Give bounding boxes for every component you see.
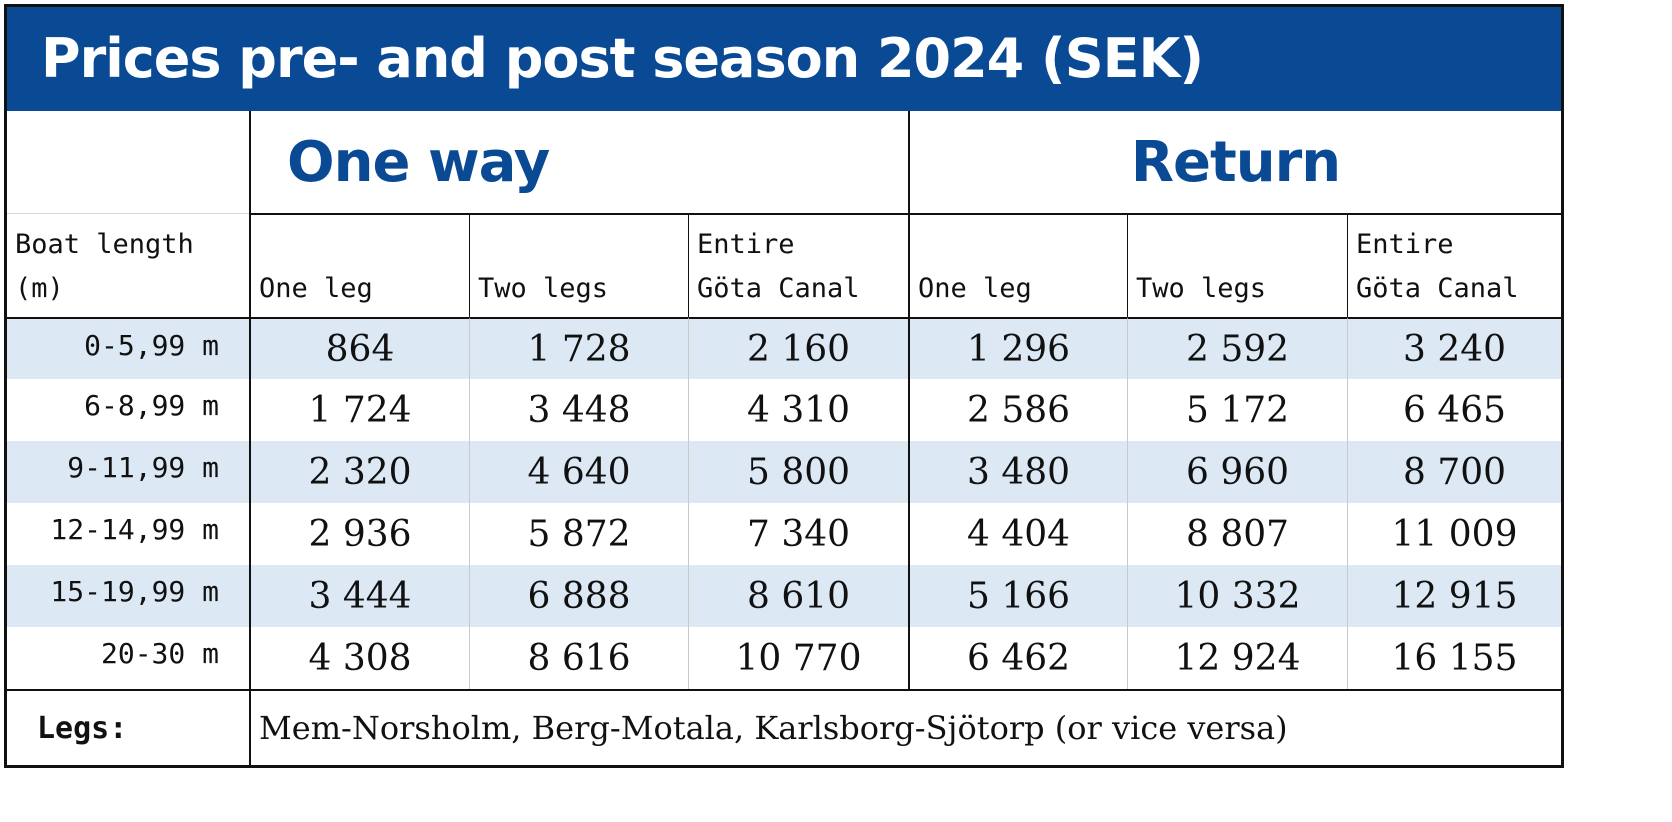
row-label-boat-length: 12-14,99 m [50, 513, 219, 546]
price-cell: 8 610 [688, 565, 908, 627]
column-header-one-way-entire-canal: Entire Göta Canal [688, 213, 908, 317]
price-cell: 1 724 [249, 379, 469, 441]
price-cell: 3 444 [249, 565, 469, 627]
price-cell: 2 320 [249, 441, 469, 503]
boat-length-label-line2: (m) [15, 273, 64, 304]
price-cell: 10 770 [688, 627, 908, 689]
price-cell: 4 310 [688, 379, 908, 441]
price-cell: 2 586 [908, 379, 1127, 441]
price-cell: 2 160 [688, 317, 908, 379]
price-cell: 5 166 [908, 565, 1127, 627]
row-label-boat-length: 0-5,99 m [7, 317, 249, 379]
price-cell: 10 332 [1127, 565, 1347, 627]
header-line1: Entire [697, 229, 795, 260]
table-title: Prices pre- and post season 2024 (SEK) [7, 7, 1561, 111]
price-cell: 7 340 [688, 503, 908, 565]
price-cell: 16 155 [1347, 627, 1561, 689]
price-cell: 4 640 [469, 441, 688, 503]
group-header-one-way: One way [249, 111, 908, 213]
row-label-boat-length: 9-11,99 m [7, 441, 249, 503]
price-cell: 2 936 [249, 503, 469, 565]
legs-description: Mem-Norsholm, Berg-Motala, Karlsborg-Sjö… [249, 689, 1561, 765]
price-cell: 3 448 [469, 379, 688, 441]
column-header-one-way-two-legs: Two legs [469, 213, 688, 317]
price-cell: 4 308 [249, 627, 469, 689]
price-cell: 1 296 [908, 317, 1127, 379]
price-grid: One way Return Boat length (m) One leg T… [7, 111, 1561, 765]
price-cell: 5 800 [688, 441, 908, 503]
price-cell: 12 915 [1347, 565, 1561, 627]
header-line2: Göta Canal [697, 273, 860, 304]
header-line1: Entire [1356, 229, 1454, 260]
group-header-return: Return [908, 111, 1561, 213]
price-cell: 6 462 [908, 627, 1127, 689]
column-header-boat-length: Boat length (m) [7, 213, 249, 317]
price-cell: 11 009 [1347, 503, 1561, 565]
row-label-boat-length: 6-8,99 m [84, 389, 219, 422]
header-line2: Two legs [1136, 273, 1267, 304]
price-cell: 3 480 [908, 441, 1127, 503]
row-label-boat-length: 15-19,99 m [7, 565, 249, 627]
legs-label: Legs: [7, 689, 249, 765]
price-cell: 5 872 [469, 503, 688, 565]
header-line2: Göta Canal [1356, 273, 1519, 304]
header-line2: One leg [918, 273, 1032, 304]
price-table: Prices pre- and post season 2024 (SEK) O… [4, 4, 1564, 768]
price-cell: 5 172 [1127, 379, 1347, 441]
header-line2: Two legs [478, 273, 609, 304]
corner-cell [7, 111, 249, 213]
column-header-return-entire-canal: Entire Göta Canal [1347, 213, 1561, 317]
header-line2: One leg [259, 273, 373, 304]
price-cell: 6 960 [1127, 441, 1347, 503]
column-header-one-way-one-leg: One leg [249, 213, 469, 317]
price-cell: 6 465 [1347, 379, 1561, 441]
price-cell: 12 924 [1127, 627, 1347, 689]
price-cell: 8 807 [1127, 503, 1347, 565]
row-label-boat-length: 20-30 m [100, 637, 219, 670]
price-cell: 3 240 [1347, 317, 1561, 379]
price-cell: 2 592 [1127, 317, 1347, 379]
price-cell: 8 616 [469, 627, 688, 689]
boat-length-label-line1: Boat length [15, 229, 194, 260]
column-header-return-one-leg: One leg [908, 213, 1127, 317]
price-cell: 8 700 [1347, 441, 1561, 503]
column-header-return-two-legs: Two legs [1127, 213, 1347, 317]
price-cell: 4 404 [908, 503, 1127, 565]
price-cell: 864 [249, 317, 469, 379]
price-cell: 1 728 [469, 317, 688, 379]
price-cell: 6 888 [469, 565, 688, 627]
